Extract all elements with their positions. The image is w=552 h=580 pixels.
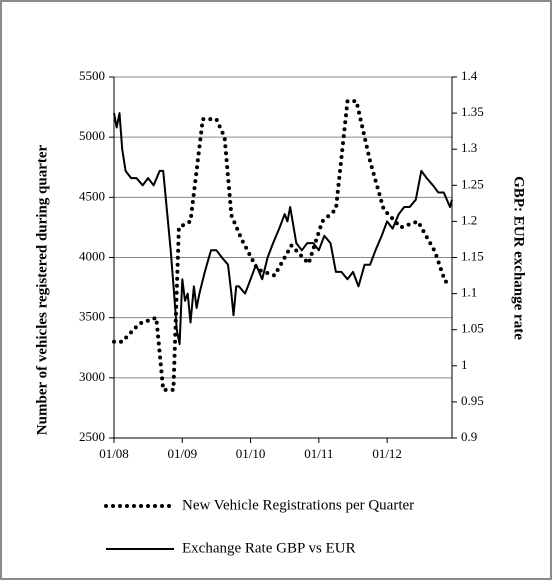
y-tick-label: 4500 (79, 188, 105, 203)
x-tick-label: 01/10 (236, 446, 266, 461)
y-axis-title: Number of vehicles registered during qua… (34, 144, 50, 435)
series-line (112, 99, 454, 392)
x-tick-label: 01/11 (304, 446, 333, 461)
y2-axis-title: GBP: EUR exchange rate (511, 176, 527, 340)
y-tick-label: 4000 (79, 248, 105, 263)
y2-tick-label: 1.15 (461, 248, 484, 263)
y2-tick-label: 0.95 (461, 393, 484, 408)
legend-label: New Vehicle Registrations per Quarter (182, 497, 414, 513)
y-tick-label: 5000 (79, 128, 105, 143)
y-tick-label: 5500 (79, 68, 105, 83)
y2-tick-label: 1.4 (461, 68, 478, 83)
y2-tick-label: 1.35 (461, 104, 484, 119)
y-tick-label: 2500 (79, 429, 105, 444)
y-tick-label: 3500 (79, 309, 105, 324)
y2-tick-label: 1.3 (461, 140, 477, 155)
y2-tick-label: 0.9 (461, 429, 477, 444)
y2-tick-label: 1.05 (461, 321, 484, 336)
x-tick-label: 01/08 (99, 446, 129, 461)
series-line (113, 112, 453, 346)
y2-tick-label: 1.25 (461, 176, 484, 191)
x-tick-label: 01/09 (167, 446, 197, 461)
y2-tick-label: 1.2 (461, 212, 477, 227)
y-tick-label: 3000 (79, 369, 105, 384)
y2-tick-label: 1 (461, 357, 468, 372)
y2-tick-label: 1.1 (461, 285, 477, 300)
legend-label: Exchange Rate GBP vs EUR (182, 540, 356, 556)
x-tick-label: 01/12 (372, 446, 402, 461)
